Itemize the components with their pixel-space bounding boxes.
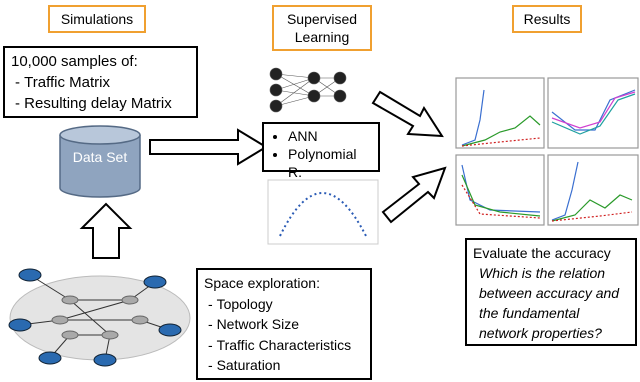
exploration-item: Traffic Characteristics <box>208 335 364 356</box>
arrow-diag-down <box>371 90 444 138</box>
arrow-up <box>79 202 133 259</box>
exploration-box: Space exploration: TopologyNetwork SizeT… <box>196 268 372 380</box>
neural-network-icon <box>269 67 347 113</box>
header-simulations: Simulations <box>48 5 146 33</box>
results-charts-icon <box>455 77 639 226</box>
methods-box: ANNPolynomial R. <box>262 122 380 180</box>
sample-item: Resulting delay Matrix <box>15 93 190 114</box>
method-item: Polynomial R. <box>288 145 372 181</box>
samples-list: Traffic MatrixResulting delay Matrix <box>11 72 190 114</box>
sample-item: Traffic Matrix <box>15 72 190 93</box>
arrow-diag-up <box>381 166 447 224</box>
samples-box: 10,000 samples of: Traffic MatrixResulti… <box>3 46 198 118</box>
exploration-item: Saturation <box>208 355 364 376</box>
methods-list: ANNPolynomial R. <box>270 127 372 181</box>
scatter-icon <box>267 179 379 245</box>
evaluation-title: Evaluate the accuracy <box>473 245 611 261</box>
evaluation-box: Evaluate the accuracy Which is the relat… <box>465 238 637 346</box>
database-icon <box>59 125 141 198</box>
exploration-item: Topology <box>208 294 364 315</box>
evaluation-question: Which is the relation between accuracy a… <box>479 265 620 341</box>
header-results: Results <box>512 5 582 33</box>
exploration-list: TopologyNetwork SizeTraffic Characterist… <box>204 294 364 376</box>
database-label: Data Set <box>72 149 128 165</box>
header-learning: Supervised Learning <box>272 5 372 51</box>
arrow-right <box>149 128 268 166</box>
network-icon <box>8 268 191 367</box>
exploration-title: Space exploration: <box>204 275 320 291</box>
samples-title: 10,000 samples of: <box>11 53 138 70</box>
exploration-item: Network Size <box>208 314 364 335</box>
method-item: ANN <box>288 127 372 145</box>
